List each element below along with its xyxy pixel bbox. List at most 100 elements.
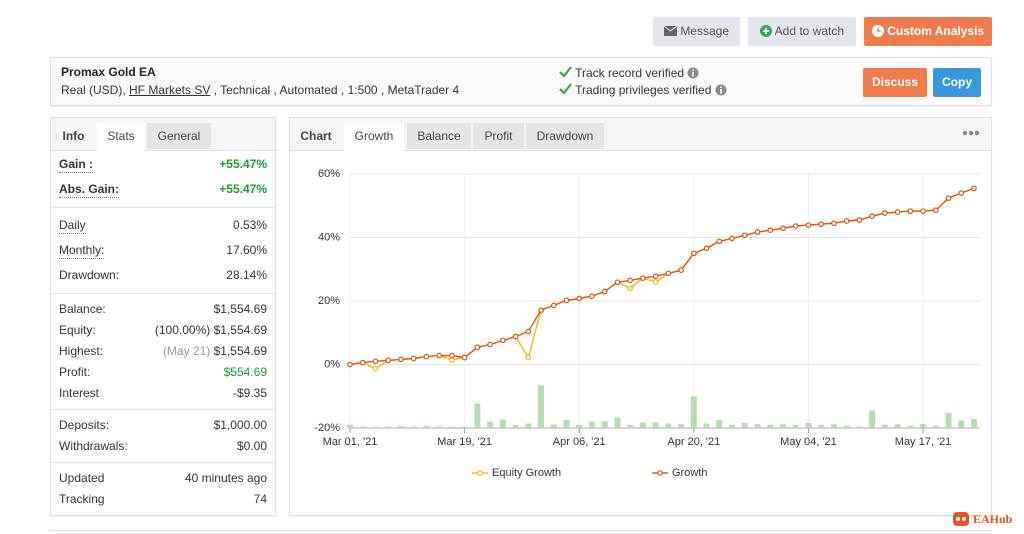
tab[interactable]: Info bbox=[53, 123, 94, 149]
tab[interactable]: Profit bbox=[473, 123, 524, 149]
stats-row: Drawdown: 28.14% bbox=[59, 263, 267, 288]
info-icon bbox=[715, 84, 727, 96]
button-label: Custom Analysis bbox=[887, 24, 985, 38]
stats-row: Highest: (May 21) $1,554.69 bbox=[59, 341, 267, 362]
stats-value-cell: +55.47% bbox=[219, 177, 267, 202]
tab[interactable]: Chart bbox=[292, 123, 340, 149]
stats-group: Gain : +55.47% Abs. Gain: +55.47% bbox=[51, 150, 275, 208]
stats-value-cell: $1,000.00 bbox=[214, 415, 267, 436]
stats-label: Abs. Gain: bbox=[59, 182, 120, 198]
stats-value-cell: +55.47% bbox=[219, 152, 267, 177]
stats-group: Updated 40 minutes ago Tracking 74 bbox=[51, 463, 275, 515]
stats-row: Balance: $1,554.69 bbox=[59, 299, 267, 320]
stats-label: Drawdown: bbox=[59, 268, 120, 282]
stats-value: -$9.35 bbox=[232, 386, 267, 400]
stats-value-cell: -$9.35 bbox=[233, 383, 267, 404]
stats-value: $1,000.00 bbox=[213, 418, 267, 432]
verified-line: Track record verified bbox=[559, 66, 699, 80]
discuss-button[interactable]: Discuss bbox=[863, 68, 927, 97]
stats-value: 28.14% bbox=[226, 268, 267, 282]
stats-value-cell: $1,554.69 bbox=[214, 299, 267, 320]
stats-note: (100.00%) bbox=[154, 323, 211, 337]
stats-row: Interest -$9.35 bbox=[59, 383, 267, 404]
stats-value-cell: (May 21) $1,554.69 bbox=[163, 341, 267, 362]
verified-text: Trading privileges verified bbox=[575, 83, 712, 97]
stats-value: 17.60% bbox=[226, 243, 267, 257]
stats-label: Interest bbox=[59, 386, 100, 400]
stats-row: Equity: (100.00%) $1,554.69 bbox=[59, 320, 267, 341]
account-box: Promax Gold EA Real (USD), HF Markets SV… bbox=[50, 57, 992, 106]
watermark-text: EAHub bbox=[973, 512, 1013, 526]
stats-label: Equity: bbox=[59, 323, 96, 337]
stats-value-cell: 17.60% bbox=[226, 238, 267, 263]
check-icon bbox=[559, 66, 572, 78]
stats-row: Daily 0.53% bbox=[59, 213, 267, 238]
stats-value-cell: $0.00 bbox=[237, 436, 267, 457]
stats-label: Profit: bbox=[59, 365, 91, 379]
stats-value: $1,554.69 bbox=[213, 323, 267, 337]
button-label: Message bbox=[680, 24, 730, 38]
menu-icon[interactable] bbox=[962, 130, 980, 136]
stats-row: Deposits: $1,000.00 bbox=[59, 415, 267, 436]
stats-value-cell: (100.00%) $1,554.69 bbox=[155, 320, 267, 341]
detail-text: Real (USD), bbox=[61, 83, 130, 97]
stats-value-cell: 74 bbox=[254, 489, 267, 510]
stats-list: Gain : +55.47% Abs. Gain: +55.47% Daily 0.53%… bbox=[51, 150, 275, 515]
stats-value: 40 minutes ago bbox=[184, 471, 267, 485]
broker-link[interactable]: HF Markets SV bbox=[129, 83, 211, 97]
copy-button[interactable]: Copy bbox=[933, 68, 981, 97]
stats-value: +55.47% bbox=[219, 157, 267, 171]
tab[interactable]: General bbox=[147, 123, 211, 149]
system-name: Promax Gold EA bbox=[61, 65, 156, 79]
stats-row: Gain : +55.47% bbox=[59, 152, 267, 177]
watermark: EAHub bbox=[952, 510, 1012, 527]
stats-value: 0.53% bbox=[232, 218, 267, 232]
button-label: Add to watch bbox=[774, 24, 845, 38]
stats-label: Daily bbox=[59, 218, 86, 234]
stats-label: Gain : bbox=[59, 157, 94, 173]
stats-label: Monthly: bbox=[59, 243, 105, 259]
chart-panel: Chart Growth Balance Profit Drawdown bbox=[289, 117, 992, 516]
stats-note: (May 21) bbox=[162, 344, 211, 358]
analysis-button[interactable]: Custom Analysis bbox=[864, 17, 992, 46]
tab[interactable]: Stats bbox=[97, 123, 145, 151]
verified-line: Trading privileges verified bbox=[559, 83, 727, 97]
stats-row: Profit: $554.69 bbox=[59, 362, 267, 383]
info-icon bbox=[687, 67, 699, 79]
stats-label: Highest: bbox=[59, 344, 104, 358]
stats-label: Withdrawals: bbox=[59, 439, 128, 453]
account-details: Real (USD), HF Markets SV , Technical , … bbox=[61, 83, 459, 97]
stats-value-cell: 28.14% bbox=[226, 263, 267, 288]
mail-icon bbox=[663, 25, 678, 36]
stats-value: $1,554.69 bbox=[213, 302, 267, 316]
stats-group: Daily 0.53% Monthly: 17.60% Drawdown: 28.14% bbox=[51, 208, 275, 294]
stats-value-cell: 40 minutes ago bbox=[185, 468, 267, 489]
stats-group: Deposits: $1,000.00 Withdrawals: $0.00 bbox=[51, 410, 275, 463]
stats-group: Balance: $1,554.69 Equity: (100.00%) $1,554… bbox=[51, 294, 275, 410]
stats-value: $1,554.69 bbox=[213, 344, 267, 358]
stats-row: Withdrawals: $0.00 bbox=[59, 436, 267, 457]
message-button[interactable]: Message bbox=[653, 17, 740, 46]
stats-value: $0.00 bbox=[236, 439, 267, 453]
watch-button[interactable]: Add to watch bbox=[748, 17, 856, 46]
stats-label: Tracking bbox=[59, 492, 105, 506]
stats-value: 74 bbox=[253, 492, 267, 506]
tab-bar bbox=[290, 118, 991, 151]
stats-label: Deposits: bbox=[59, 418, 110, 432]
stats-label: Updated bbox=[59, 471, 105, 485]
stats-value: $554.69 bbox=[223, 365, 267, 379]
check-icon bbox=[559, 83, 572, 95]
tab[interactable]: Growth bbox=[344, 123, 404, 151]
stats-panel: Info Stats General Gain : +55.47% Abs. Gai… bbox=[50, 117, 276, 516]
logo-icon bbox=[953, 512, 969, 526]
stats-row: Monthly: 17.60% bbox=[59, 238, 267, 263]
stats-value-cell: 0.53% bbox=[233, 213, 267, 238]
divider bbox=[50, 530, 992, 531]
tab[interactable]: Drawdown bbox=[526, 123, 604, 149]
stats-value: +55.47% bbox=[219, 182, 267, 196]
stats-row: Abs. Gain: +55.47% bbox=[59, 177, 267, 202]
tab[interactable]: Balance bbox=[407, 123, 471, 149]
stats-label: Balance: bbox=[59, 302, 106, 316]
stats-value-cell: $554.69 bbox=[224, 362, 267, 383]
